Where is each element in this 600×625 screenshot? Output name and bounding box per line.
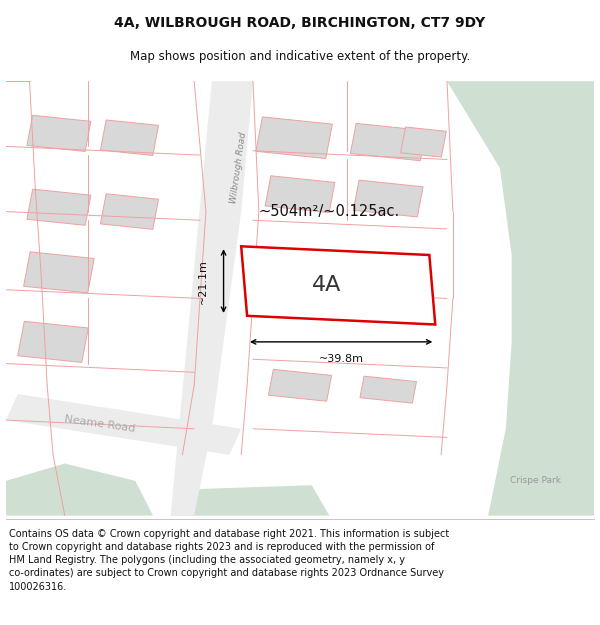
Polygon shape: [360, 376, 416, 403]
Polygon shape: [353, 180, 423, 217]
Polygon shape: [350, 123, 426, 161]
Polygon shape: [6, 394, 241, 455]
Text: Neame Road: Neame Road: [64, 414, 136, 434]
Polygon shape: [170, 485, 329, 516]
Text: Map shows position and indicative extent of the property.: Map shows position and indicative extent…: [130, 51, 470, 63]
Polygon shape: [27, 115, 91, 151]
Polygon shape: [27, 189, 91, 225]
Polygon shape: [241, 246, 435, 324]
Text: 4A: 4A: [312, 276, 341, 296]
Polygon shape: [23, 252, 94, 293]
Text: Wilbrough Road: Wilbrough Road: [229, 132, 248, 204]
Text: ~504m²/~0.125ac.: ~504m²/~0.125ac.: [259, 204, 400, 219]
Text: Crispe Park: Crispe Park: [510, 476, 561, 486]
Polygon shape: [401, 127, 446, 157]
Text: Contains OS data © Crown copyright and database right 2021. This information is : Contains OS data © Crown copyright and d…: [9, 529, 449, 591]
Polygon shape: [100, 120, 158, 156]
Polygon shape: [265, 176, 335, 213]
Polygon shape: [18, 321, 88, 362]
Polygon shape: [170, 81, 253, 516]
Text: ~39.8m: ~39.8m: [319, 354, 364, 364]
Text: 4A, WILBROUGH ROAD, BIRCHINGTON, CT7 9DY: 4A, WILBROUGH ROAD, BIRCHINGTON, CT7 9DY: [115, 16, 485, 30]
Polygon shape: [447, 81, 594, 516]
Polygon shape: [256, 117, 332, 159]
Text: ~21.1m: ~21.1m: [198, 259, 208, 304]
Polygon shape: [6, 464, 153, 516]
Polygon shape: [100, 194, 158, 229]
Polygon shape: [268, 369, 332, 401]
